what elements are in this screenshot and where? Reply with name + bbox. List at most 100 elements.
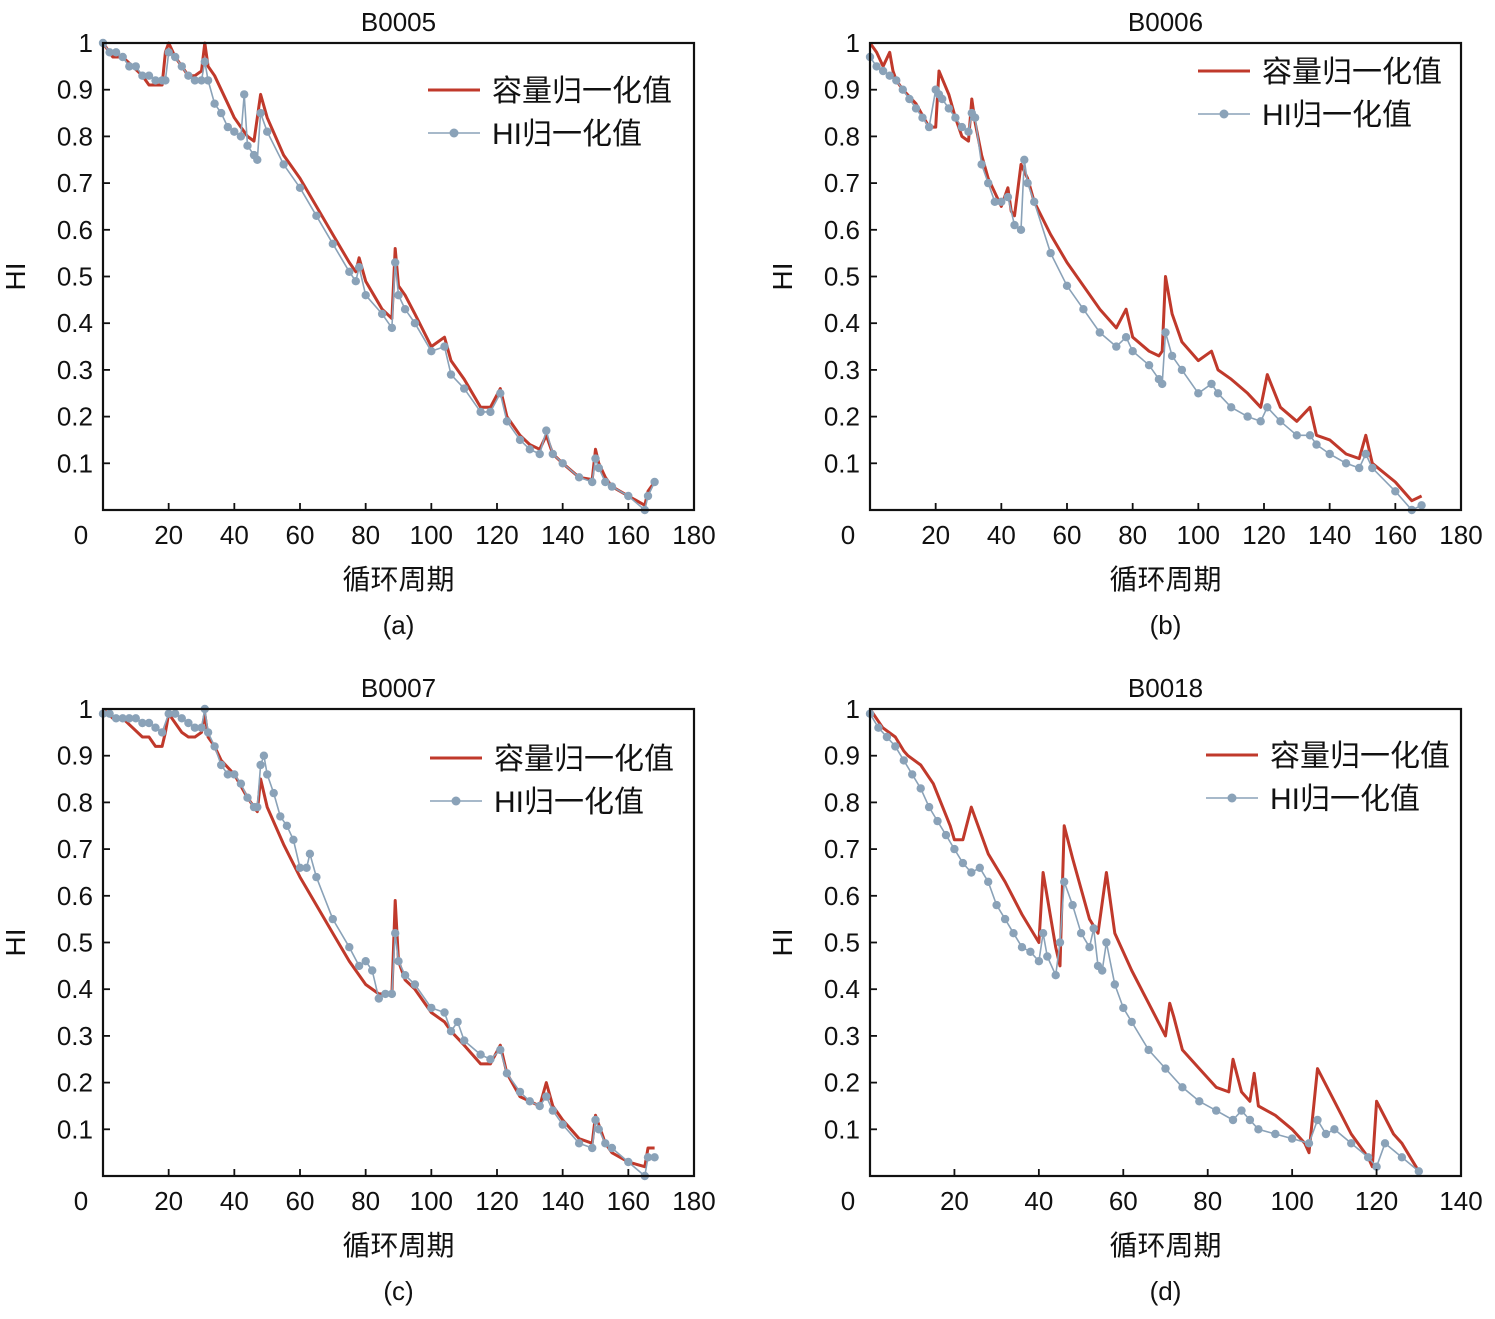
hi-data-point xyxy=(535,1101,544,1111)
panel-caption: (c) xyxy=(383,1276,413,1306)
hi-data-point xyxy=(203,76,213,85)
hi-series-markers xyxy=(98,704,659,1181)
hi-data-point xyxy=(1046,248,1055,258)
x-tick-label: 0 xyxy=(74,520,88,550)
hi-data-point xyxy=(984,178,993,188)
y-tick-label: 1 xyxy=(846,694,860,724)
legend-capacity-label: 容量归一化值 xyxy=(494,743,674,776)
hi-data-point xyxy=(105,709,114,718)
hi-data-point xyxy=(1212,1106,1221,1115)
hi-data-point xyxy=(223,770,232,779)
chart-panel-2: B0006 0 20 40 60 80 100 120 140 160 180 0.1 0.2 0.3 0.… xyxy=(767,7,1483,640)
hi-data-point xyxy=(1102,938,1111,947)
x-tick-label: 120 xyxy=(475,520,518,550)
hi-data-point xyxy=(125,714,134,723)
hi-data-point xyxy=(1026,947,1035,956)
hi-data-point xyxy=(990,197,999,206)
hi-data-point xyxy=(1003,192,1013,202)
hi-data-point xyxy=(594,463,603,473)
x-tick-label: 80 xyxy=(1193,1186,1222,1216)
hi-data-point xyxy=(387,989,397,999)
hi-data-point xyxy=(964,127,973,136)
hi-data-point xyxy=(992,900,1001,910)
x-tick-label: 40 xyxy=(1024,1186,1053,1216)
x-tick-label: 140 xyxy=(541,1186,584,1216)
hi-data-point xyxy=(263,770,272,779)
hi-data-point xyxy=(427,1003,436,1013)
y-tick-label: 0.4 xyxy=(57,974,93,1004)
hi-data-point xyxy=(1079,305,1088,314)
hi-data-point xyxy=(542,426,551,435)
chart-title: B0005 xyxy=(361,7,436,37)
x-tick-label: 40 xyxy=(220,520,249,550)
y-tick-label: 0.6 xyxy=(57,881,93,911)
hi-data-point xyxy=(171,709,180,718)
y-tick-label: 0.3 xyxy=(824,355,860,385)
y-tick-label: 0.1 xyxy=(57,1114,93,1144)
capacity-series-line xyxy=(868,708,1421,1173)
hi-data-point xyxy=(1030,197,1039,206)
hi-data-point xyxy=(197,76,206,85)
hi-data-point xyxy=(1095,328,1105,337)
hi-data-point xyxy=(1194,389,1203,398)
hi-data-point xyxy=(1391,487,1400,496)
y-tick-label: 0.4 xyxy=(57,308,93,338)
hi-data-point xyxy=(171,52,180,62)
hi-data-point xyxy=(1098,966,1107,975)
hi-data-point xyxy=(594,1125,603,1134)
legend-capacity-label: 容量归一化值 xyxy=(492,75,672,108)
x-tick-label: 80 xyxy=(1118,520,1147,550)
hi-data-point xyxy=(118,714,127,723)
hi-data-point xyxy=(950,844,959,854)
hi-data-point xyxy=(496,389,505,398)
hi-data-point xyxy=(460,384,469,393)
hi-data-point xyxy=(476,1050,485,1059)
x-axis-label: 循环周期 xyxy=(1109,1230,1221,1261)
y-tick-label: 0.1 xyxy=(824,1114,860,1144)
hi-data-point xyxy=(243,793,252,802)
hi-data-point xyxy=(387,323,397,333)
chart-panel-4: B0018 0 20 40 60 80 100 120 140 0.1 0.2 0.3 0.4 0.5 0.… xyxy=(767,673,1483,1306)
hi-data-point xyxy=(924,802,934,812)
hi-data-point xyxy=(410,319,420,328)
y-tick-label: 0.8 xyxy=(57,787,93,817)
hi-data-point xyxy=(1355,463,1364,473)
hi-data-point xyxy=(368,966,377,975)
hi-data-point xyxy=(394,957,403,966)
y-tick-label: 0.2 xyxy=(57,402,93,432)
hi-data-point xyxy=(1263,403,1272,412)
hi-data-point xyxy=(574,473,584,482)
hi-data-point xyxy=(643,491,653,501)
legend-hi-marker xyxy=(451,796,461,806)
hi-data-point xyxy=(295,863,305,872)
hi-data-point xyxy=(111,48,121,57)
hi-series-markers xyxy=(865,709,1424,1176)
hi-data-point xyxy=(391,929,400,938)
hi-data-point xyxy=(1167,351,1177,361)
hi-data-point xyxy=(542,1092,551,1101)
hi-data-point xyxy=(933,816,942,826)
y-tick-label: 0.5 xyxy=(824,928,860,958)
hi-data-point xyxy=(453,1017,462,1027)
hi-data-point xyxy=(874,723,883,732)
hi-data-point xyxy=(1020,155,1029,164)
y-tick-label: 0.9 xyxy=(824,75,860,105)
hi-data-point xyxy=(1034,957,1044,966)
hi-data-point xyxy=(1414,1167,1424,1176)
y-tick-label: 0.9 xyxy=(57,741,93,771)
hi-data-point xyxy=(354,961,364,971)
hi-data-point xyxy=(1060,877,1069,886)
hi-data-point xyxy=(217,108,226,118)
hi-data-point xyxy=(446,1027,456,1036)
y-tick-label: 1 xyxy=(79,694,93,724)
hi-data-point xyxy=(1158,379,1167,389)
hi-data-point xyxy=(240,90,249,99)
hi-data-point xyxy=(1321,1129,1331,1139)
hi-data-point xyxy=(1372,1162,1381,1171)
x-tick-label: 60 xyxy=(1053,520,1082,550)
hi-data-point xyxy=(1292,431,1302,440)
hi-data-point xyxy=(295,183,305,192)
hi-data-point xyxy=(190,723,200,732)
hi-data-point xyxy=(400,305,410,314)
x-tick-label: 140 xyxy=(1308,520,1351,550)
